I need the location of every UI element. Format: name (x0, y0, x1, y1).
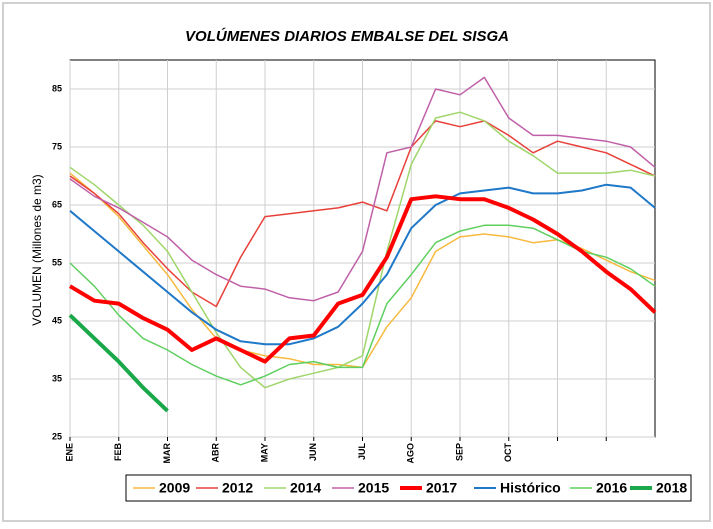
x-tick-label: JUN (308, 443, 318, 461)
series-line (68, 313, 169, 413)
x-tick-label: AGO (406, 443, 416, 464)
chart-title: VOLÚMENES DIARIOS EMBALSE DEL SISGA (185, 27, 509, 45)
x-tick-label: MAY (259, 443, 269, 462)
legend-label: 2015 (358, 480, 389, 496)
series-line (69, 224, 656, 386)
y-tick-label: 45 (52, 315, 62, 325)
legend-label: Histórico (500, 480, 561, 496)
x-tick-label: ENE (64, 443, 74, 462)
y-tick-label: 25 (52, 431, 62, 441)
y-tick-label: 55 (52, 257, 62, 267)
legend-label: 2016 (596, 480, 627, 496)
y-axis-label: VOLUMEN (Millones de m3) (30, 174, 44, 325)
x-tick-label: OCT (503, 443, 513, 463)
y-tick-label: 35 (52, 373, 62, 383)
y-tick-label: 65 (52, 199, 62, 209)
series-line (69, 111, 656, 389)
x-tick-label: JUL (357, 443, 367, 461)
x-tick-label: SEP (454, 443, 464, 461)
legend-label: 2014 (290, 480, 321, 496)
y-tick-label: 75 (52, 141, 62, 151)
legend-label: 2017 (426, 480, 457, 496)
y-tick-label: 85 (52, 83, 62, 93)
x-tick-label: ABR (211, 443, 221, 463)
series-line (69, 76, 656, 302)
series-line (69, 120, 656, 308)
legend-label: 2009 (159, 480, 190, 496)
legend-label: 2018 (656, 480, 687, 496)
x-tick-label: MAR (162, 443, 172, 464)
x-tick-label: FEB (113, 442, 123, 461)
series-line (69, 183, 656, 346)
series-line (68, 194, 657, 364)
legend-label: 2012 (222, 480, 253, 496)
